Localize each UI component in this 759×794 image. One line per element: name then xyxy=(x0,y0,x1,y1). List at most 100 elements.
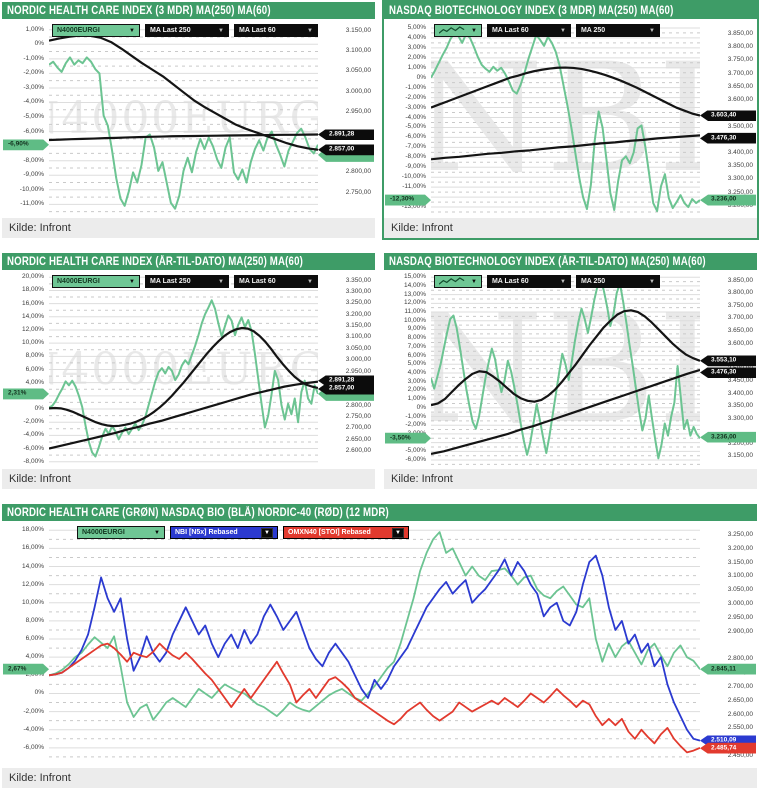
legend-button-n4000eurgi[interactable]: N4000EURGI ▼ xyxy=(77,526,165,539)
chart-panel-nasdaq-bio-3mdr: NASDAQ BIOTECHNOLOGY INDEX (3 MDR) MA(25… xyxy=(382,0,759,240)
left-axis-tick: 12,00% xyxy=(403,299,426,307)
legend-label: MA Last 60 xyxy=(239,27,276,34)
series-n4000eurgi xyxy=(49,532,700,720)
chart-canvas xyxy=(49,21,318,216)
left-axis-tick: 8,00% xyxy=(25,352,44,360)
left-axis-tick: -8,00% xyxy=(405,153,426,161)
left-axis-tick: -10,00% xyxy=(19,185,44,193)
chart-area: 20,00% 18,00% 16,00% 14,00% 12,00% 10,00% 8,00… xyxy=(2,270,375,467)
left-axis-tick: -4,00% xyxy=(23,725,44,733)
left-axis-tick: -11,00% xyxy=(20,200,44,208)
right-value-tag: 3.236,00 xyxy=(700,431,756,443)
right-axis-tick: 2.650,00 xyxy=(727,696,753,704)
left-axis: 18,00% 16,00% 14,00% 12,00% 10,00% 8,00% 6,00%… xyxy=(2,523,49,766)
chevron-down-icon: ▼ xyxy=(649,278,655,285)
legend-button-ma-last-60[interactable]: MA Last 60 ▼ xyxy=(234,24,318,37)
left-axis-tick: -6,00% xyxy=(405,133,426,141)
left-axis-tick: -6,00% xyxy=(23,127,44,135)
sparkline-icon xyxy=(439,277,465,285)
legend-button-nbi-rebased[interactable]: NBI [N5x] Rebased ▼ xyxy=(170,526,278,539)
left-axis-tick: 12,00% xyxy=(21,325,44,333)
chevron-down-icon: ▼ xyxy=(129,278,135,285)
left-axis-tick: 1,00% xyxy=(25,25,44,33)
left-value-tag: -12,30% xyxy=(385,195,431,206)
legend: ▼ MA Last 60 ▼ MA 250 ▼ xyxy=(434,275,660,288)
left-axis-tick: 6,00% xyxy=(407,351,426,359)
left-axis-tick: 11,00% xyxy=(404,307,426,315)
chevron-down-icon: ▼ xyxy=(307,27,313,34)
right-axis-tick: 3.050,00 xyxy=(345,67,371,75)
right-axis-tick: 3.350,00 xyxy=(727,402,753,409)
legend-button-ma-250[interactable]: MA 250 ▼ xyxy=(575,24,660,37)
legend: N4000EURGI ▼ MA Last 250 ▼ MA Last 60 ▼ xyxy=(52,24,318,37)
left-axis: 1,00% 0% -1,00% -2,00% -3,00% -4,00% -5,00% -6,… xyxy=(2,21,49,216)
legend-button-ma-last-60[interactable]: MA Last 60 ▼ xyxy=(486,275,571,288)
series-nbi-rebased xyxy=(49,556,700,741)
series-nbi xyxy=(431,33,700,211)
right-axis-tick: 2.950,00 xyxy=(727,613,753,621)
right-axis-tick: 3.450,00 xyxy=(727,376,753,384)
legend-button-n4000eurgi[interactable]: N4000EURGI ▼ xyxy=(52,275,140,288)
left-axis-tick: 14,00% xyxy=(21,562,44,570)
chart-panel-comparison-12mdr: NORDIC HEALTH CARE (GRØN) NASDAQ BIO (BL… xyxy=(2,504,757,788)
left-axis-tick: 15,00% xyxy=(403,272,426,280)
right-axis-tick: 2.700,00 xyxy=(727,682,753,690)
legend-button-ma-last-60[interactable]: MA Last 60 ▼ xyxy=(486,24,571,37)
legend-button-ma-250[interactable]: MA 250 ▼ xyxy=(575,275,660,288)
left-axis-tick: 1,00% xyxy=(407,63,426,71)
right-axis-tick: 2.600,00 xyxy=(345,446,371,454)
right-value-tag: 2.857,00 xyxy=(318,383,374,395)
source-label: Kilde: Infront xyxy=(391,222,453,234)
legend-label: N4000EURGI xyxy=(57,27,100,34)
chart-canvas xyxy=(49,272,318,467)
plot-area[interactable]: N4000EURGIN4000EURGI ▼ MA Last 250 ▼ MA Last… xyxy=(49,272,318,467)
left-axis-tick: -5,00% xyxy=(405,123,426,131)
chevron-down-icon: ▼ xyxy=(471,278,477,285)
source-label: Kilde: Infront xyxy=(9,473,71,485)
legend-button-omxn40-rebased[interactable]: OMXN40 [STOI] Rebased ▼ xyxy=(283,526,409,539)
plot-area[interactable]: N4000EURGIN4000EURGI ▼ MA Last 250 ▼ MA Last… xyxy=(49,21,318,216)
left-axis-tick: -5,00% xyxy=(23,112,44,120)
legend: N4000EURGI ▼ NBI [N5x] Rebased ▼ OMXN40 [STO… xyxy=(77,526,409,539)
right-axis-tick: 3.000,00 xyxy=(345,355,371,363)
left-axis-tick: 3,00% xyxy=(407,377,426,385)
right-axis-tick: 3.000,00 xyxy=(345,87,371,95)
right-value-tag: 2.510,09 xyxy=(700,735,756,747)
legend-button-ma-last-250[interactable]: MA Last 250 ▼ xyxy=(145,24,229,37)
legend-button-ma-last-60[interactable]: MA Last 60 ▼ xyxy=(234,275,318,288)
plot-area[interactable]: NBI ▼ MA Last 60 ▼ MA 250 ▼ xyxy=(431,21,700,216)
right-value-tag: 2.845,11 xyxy=(700,663,756,675)
source-bar: Kilde: Infront xyxy=(2,469,375,489)
left-axis-tick: 10,00% xyxy=(21,338,44,346)
left-axis-tick: 7,00% xyxy=(407,342,426,350)
legend: ▼ MA Last 60 ▼ MA 250 ▼ xyxy=(434,24,660,37)
right-axis-tick: 3.150,00 xyxy=(345,321,371,329)
plot-area[interactable]: NBI ▼ MA Last 60 ▼ MA 250 ▼ xyxy=(431,272,700,467)
chevron-down-icon: ▼ xyxy=(392,527,404,538)
left-axis-tick: 14,00% xyxy=(403,281,426,289)
chevron-down-icon: ▼ xyxy=(261,527,273,538)
right-value-tag: 3.476,30 xyxy=(700,132,756,144)
left-value-tag: -6,90% xyxy=(3,139,49,150)
chevron-down-icon: ▼ xyxy=(560,27,566,34)
plot-area[interactable]: N4000EURGI ▼ NBI [N5x] Rebased ▼ OMXN40 [STO… xyxy=(49,523,700,766)
right-axis: 3.350,00 3.300,00 3.250,00 3.200,00 3.150,00… xyxy=(318,272,375,467)
right-axis: 3.850,00 3.800,00 3.750,00 3.700,00 3.650,00… xyxy=(700,21,757,216)
right-value-tag: 3.603,40 xyxy=(700,110,756,122)
left-axis-tick: -6,00% xyxy=(405,455,426,463)
legend-button-nbi-mini[interactable]: ▼ xyxy=(434,24,482,37)
left-axis-tick: -2,00% xyxy=(23,69,44,77)
legend-button-n4000eurgi[interactable]: N4000EURGI ▼ xyxy=(52,24,140,37)
right-axis-tick: 2.600,00 xyxy=(727,710,753,718)
left-axis-tick: 18,00% xyxy=(21,286,44,294)
panel-title-bar: NORDIC HEALTH CARE INDEX (3 MDR) MA(250)… xyxy=(2,2,375,19)
right-axis-tick: 3.100,00 xyxy=(345,47,371,55)
legend-button-ma-last-250[interactable]: MA Last 250 ▼ xyxy=(145,275,229,288)
legend-button-nbi-mini[interactable]: ▼ xyxy=(434,275,482,288)
left-axis-tick: -4,00% xyxy=(405,113,426,121)
right-axis-tick: 3.700,00 xyxy=(727,314,753,322)
right-axis-tick: 2.800,00 xyxy=(345,401,371,409)
series-ma-250 xyxy=(49,135,318,141)
left-axis: 20,00% 18,00% 16,00% 14,00% 12,00% 10,00% 8,00… xyxy=(2,272,49,467)
source-bar: Kilde: Infront xyxy=(384,469,757,489)
